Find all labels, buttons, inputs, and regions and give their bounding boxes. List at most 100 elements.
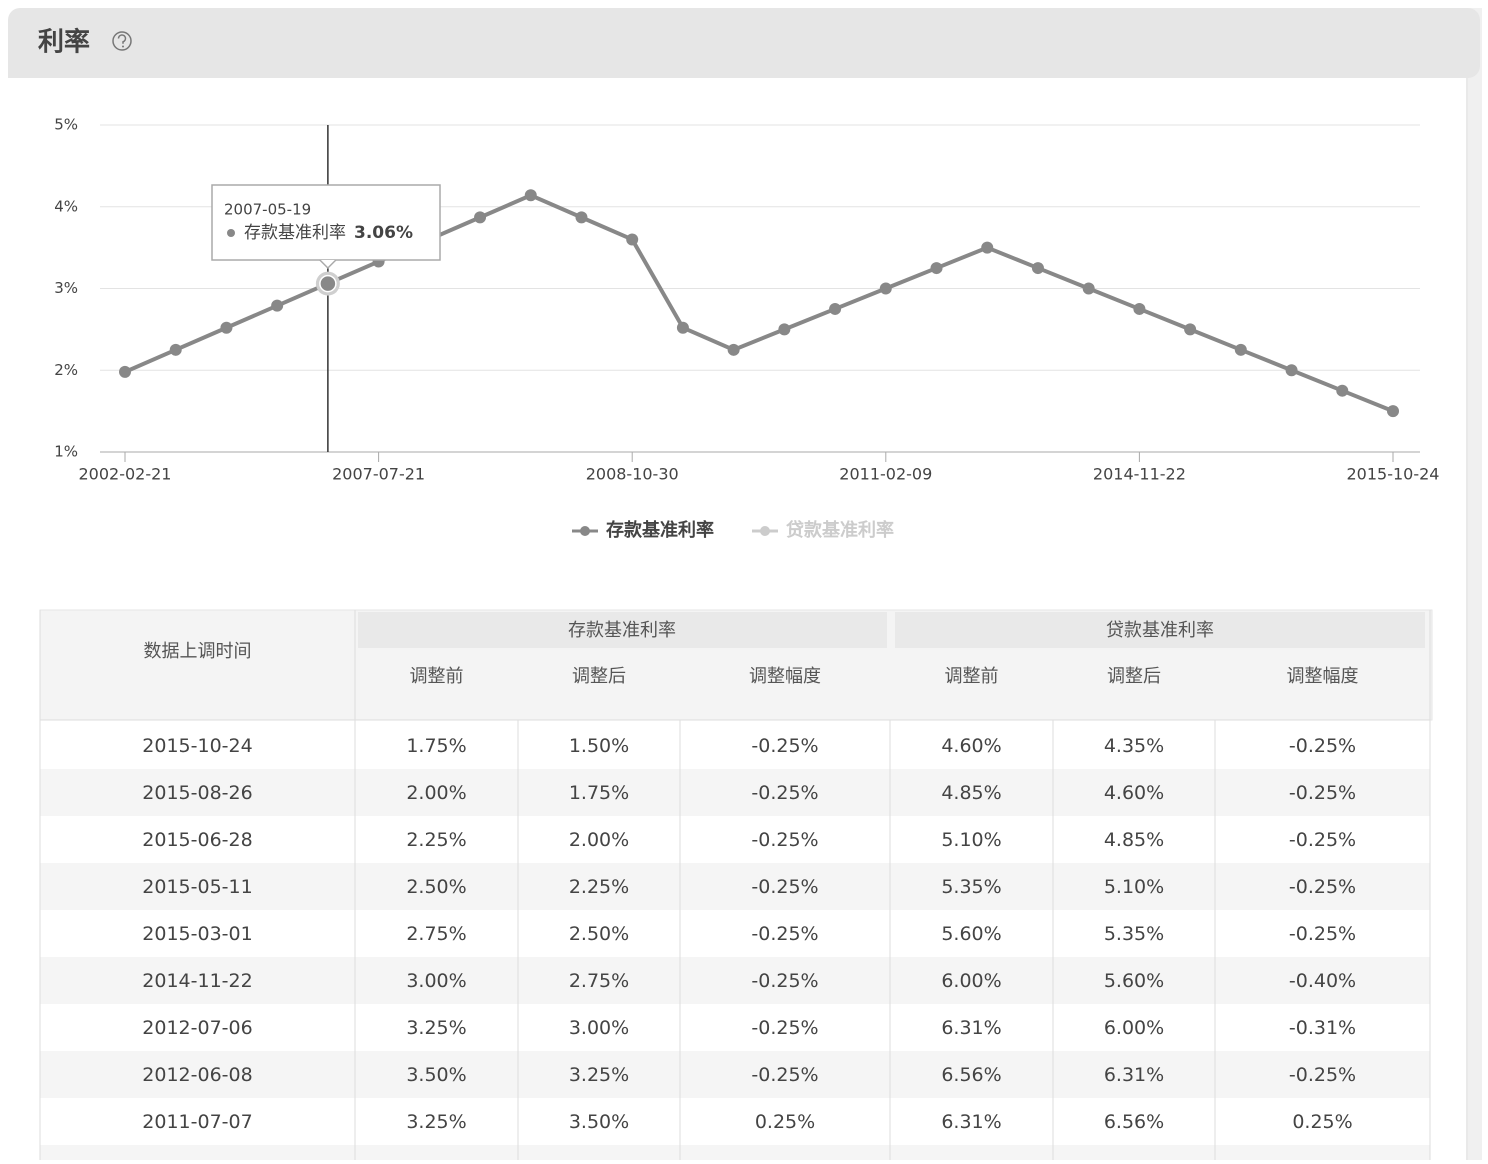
data-point bbox=[575, 211, 588, 224]
table-cell: 5.10% bbox=[941, 829, 1001, 851]
x-tick-label: 2008-10-30 bbox=[586, 465, 679, 484]
table-cell: 3.25% bbox=[569, 1064, 629, 1086]
date-cell: 2015-06-28 bbox=[142, 829, 252, 851]
table-cell: -0.31% bbox=[1289, 1017, 1356, 1039]
group-header: 贷款基准利率 bbox=[1106, 620, 1214, 641]
sub-header: 调整幅度 bbox=[1287, 666, 1359, 687]
legend-label[interactable]: 贷款基准利率 bbox=[786, 519, 894, 541]
first-header: 数据上调时间 bbox=[144, 641, 252, 662]
data-point bbox=[1031, 262, 1044, 275]
data-point bbox=[879, 282, 892, 295]
table-cell: -0.25% bbox=[751, 970, 818, 992]
legend-marker bbox=[760, 526, 770, 536]
data-point bbox=[1285, 364, 1298, 377]
tooltip-pointer bbox=[319, 259, 337, 270]
table-cell: 3.25% bbox=[406, 1017, 466, 1039]
table-cell: 4.85% bbox=[1104, 829, 1164, 851]
table-cell: 3.00% bbox=[406, 970, 466, 992]
group-header-bg bbox=[895, 612, 1425, 648]
header-bar-bottom bbox=[8, 60, 1466, 78]
date-cell: 2011-07-07 bbox=[142, 1111, 252, 1133]
data-point bbox=[1082, 282, 1095, 295]
help-icon[interactable] bbox=[112, 31, 132, 51]
y-tick-label: 4% bbox=[54, 197, 78, 215]
tooltip-bullet bbox=[227, 229, 235, 237]
table-cell: 4.35% bbox=[1104, 735, 1164, 757]
data-point bbox=[778, 323, 791, 336]
table-cell: -0.25% bbox=[1289, 829, 1356, 851]
x-tick-label: 2014-11-22 bbox=[1093, 465, 1186, 484]
table-cell: -0.40% bbox=[1289, 970, 1356, 992]
sub-header: 调整前 bbox=[945, 666, 999, 687]
table-cell: 6.31% bbox=[941, 1017, 1001, 1039]
table-cell: 4.60% bbox=[1104, 782, 1164, 804]
table-cell: 6.00% bbox=[1104, 1017, 1164, 1039]
data-point bbox=[981, 241, 994, 254]
date-cell: 2015-05-11 bbox=[142, 876, 252, 898]
table-cell: -0.25% bbox=[1289, 876, 1356, 898]
table-row-bg bbox=[40, 957, 1430, 1004]
panel-title: 利率 bbox=[38, 27, 90, 58]
panel-shadow bbox=[1466, 8, 1482, 1160]
group-header-bg bbox=[358, 612, 887, 648]
data-point bbox=[169, 343, 182, 356]
table-cell: 2.50% bbox=[406, 876, 466, 898]
table-row-bg bbox=[40, 769, 1430, 816]
table-row-bg bbox=[40, 910, 1430, 957]
y-tick-label: 2% bbox=[54, 361, 78, 379]
data-point bbox=[1336, 384, 1349, 397]
data-point bbox=[829, 302, 842, 315]
table-cell: 5.35% bbox=[1104, 923, 1164, 945]
table-cell: -0.25% bbox=[751, 782, 818, 804]
table-cell: -0.25% bbox=[1289, 1064, 1356, 1086]
table-row-bg bbox=[40, 722, 1430, 769]
table-cell: -0.25% bbox=[751, 1064, 818, 1086]
data-point bbox=[626, 233, 639, 246]
table-cell: 2.25% bbox=[406, 829, 466, 851]
sub-header: 调整幅度 bbox=[749, 666, 821, 687]
data-point bbox=[220, 321, 233, 334]
data-point bbox=[727, 343, 740, 356]
table-cell: 3.25% bbox=[406, 1111, 466, 1133]
tooltip-date: 2007-05-19 bbox=[224, 201, 311, 219]
table-cell: 3.00% bbox=[569, 1017, 629, 1039]
data-point bbox=[676, 321, 689, 334]
table-row-bg bbox=[40, 1098, 1430, 1145]
y-tick-label: 1% bbox=[54, 443, 78, 461]
data-point bbox=[1387, 405, 1399, 418]
legend-label[interactable]: 存款基准利率 bbox=[606, 519, 714, 541]
y-tick-label: 5% bbox=[54, 116, 78, 134]
table-cell: 5.10% bbox=[1104, 876, 1164, 898]
table-row-bg bbox=[40, 816, 1430, 863]
x-tick-label: 2007-07-21 bbox=[332, 465, 425, 484]
data-point bbox=[1184, 323, 1197, 336]
data-point bbox=[474, 211, 487, 224]
table-row-bg bbox=[40, 1051, 1430, 1098]
x-tick-label: 2011-02-09 bbox=[839, 465, 932, 484]
table-cell: 2.00% bbox=[406, 782, 466, 804]
tooltip-text: 存款基准利率 3.06% bbox=[244, 223, 413, 243]
table-cell: 1.75% bbox=[569, 782, 629, 804]
date-cell: 2015-10-24 bbox=[142, 735, 252, 757]
table-cell: 4.60% bbox=[941, 735, 1001, 757]
table-cell: 6.56% bbox=[1104, 1111, 1164, 1133]
data-point bbox=[930, 262, 943, 275]
date-cell: 2015-08-26 bbox=[142, 782, 252, 804]
table-cell: 3.50% bbox=[569, 1111, 629, 1133]
date-cell: 2015-03-01 bbox=[142, 923, 252, 945]
data-point bbox=[1133, 302, 1146, 315]
table-cell: 2.00% bbox=[569, 829, 629, 851]
table-cell: -0.25% bbox=[751, 876, 818, 898]
table-cell: 5.60% bbox=[1104, 970, 1164, 992]
data-point bbox=[271, 299, 284, 312]
table-cell: 1.50% bbox=[569, 735, 629, 757]
hover-point bbox=[319, 274, 337, 293]
table-cell: 0.25% bbox=[755, 1111, 815, 1133]
table-cell: 2.75% bbox=[406, 923, 466, 945]
tooltip: 2007-05-19 存款基准利率 3.06% bbox=[211, 184, 441, 270]
date-cell: 2012-07-06 bbox=[142, 1017, 252, 1039]
table-row-bg bbox=[40, 863, 1430, 910]
table-cell: 6.31% bbox=[1104, 1064, 1164, 1086]
date-cell: 2012-06-08 bbox=[142, 1064, 252, 1086]
table-cell: -0.25% bbox=[1289, 923, 1356, 945]
